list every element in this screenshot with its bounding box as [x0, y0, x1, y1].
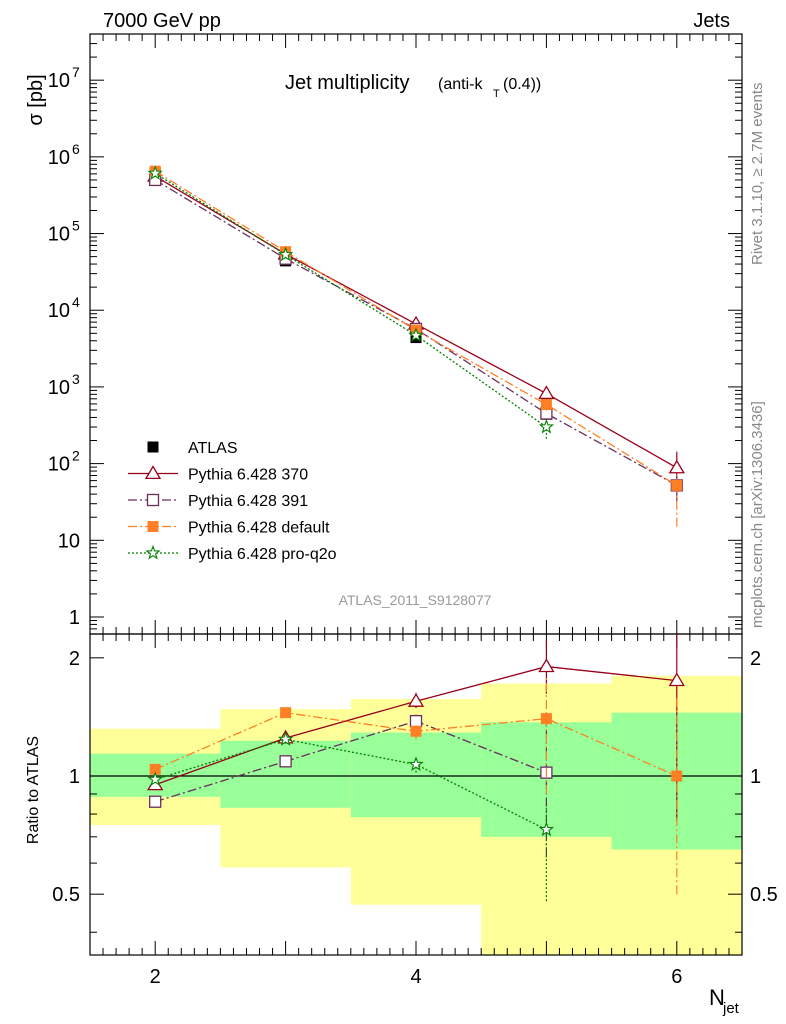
legend-item: ATLAS [147, 440, 238, 457]
series-3-line [155, 738, 547, 831]
series-1-line [155, 720, 547, 803]
series-1-point [668, 459, 685, 474]
y-axis-label: σ [pb] [25, 74, 47, 125]
series-3 [147, 731, 555, 902]
y-tick-label: 10 [48, 147, 70, 169]
series-4-point [538, 418, 555, 434]
series-0-point [407, 693, 425, 707]
series-4-point [408, 327, 424, 342]
y-tick-exponent: 4 [72, 294, 80, 310]
legend-label: ATLAS [188, 440, 238, 457]
uncertainty-band-inner [350, 732, 482, 818]
series-1-point [149, 795, 162, 808]
legend-item: Pythia 6.428 default [128, 520, 330, 537]
chart-title-sub-index: T [493, 88, 500, 100]
series-0-point [538, 658, 555, 673]
series-4-line [154, 172, 547, 428]
legend-marker [144, 465, 162, 480]
ratio-y-tick-label-left: 1 [69, 766, 80, 788]
ratio-y-tick-label-right: 0.5 [750, 884, 778, 906]
x-tick-label: 6 [671, 966, 682, 988]
y-tick-exponent: 6 [72, 141, 80, 157]
x-axis-label: N [709, 985, 725, 1010]
series-2-point [149, 763, 161, 775]
series-3-point [538, 821, 555, 837]
series-4 [147, 165, 555, 439]
series-1-point [279, 755, 292, 768]
legend: ATLAS Pythia 6.428 370 Pythia 6.428 391 Pyt… [128, 440, 337, 563]
series-3-point [671, 479, 683, 491]
ratio-y-tick-label-left: 2 [69, 648, 80, 670]
mcplots-label: mcplots.cern.ch [arXiv:1306.3436] [749, 401, 766, 628]
x-tick-label: 4 [410, 966, 421, 988]
x-axis-label-sub: jet [722, 1000, 740, 1017]
uncertainty-band-inner [220, 740, 351, 808]
ratio-y-tick-label-right: 2 [750, 648, 761, 670]
ratio-y-tick-label-right: 1 [750, 766, 761, 788]
chart-title: Jet multiplicity [285, 72, 409, 94]
series-3-line [154, 170, 678, 486]
legend-item: Pythia 6.428 370 [128, 465, 308, 484]
header-left-label: 7000 GeV pp [103, 10, 221, 32]
legend-label: Pythia 6.428 pro-q2o [188, 546, 337, 563]
y-tick-label: 10 [58, 530, 80, 552]
series-3-point [540, 398, 552, 410]
legend-label: Pythia 6.428 370 [188, 467, 308, 484]
series-2-point [410, 725, 422, 737]
series-3-point [277, 731, 294, 746]
series-4-point [147, 165, 163, 180]
legend-item: Pythia 6.428 pro-q2o [128, 544, 337, 563]
analysis-label: ATLAS_2011_S9128077 [339, 592, 492, 608]
legend-marker [145, 544, 161, 560]
y-tick-exponent: 3 [72, 371, 80, 387]
y-tick-label: 10 [48, 300, 70, 322]
y-tick-exponent: 7 [72, 64, 80, 80]
series-2-point [540, 713, 552, 725]
y-tick-exponent: 2 [72, 448, 80, 464]
y-tick-label: 10 [48, 224, 70, 246]
legend-item: Pythia 6.428 391 [128, 493, 308, 510]
series-1-point [538, 385, 555, 400]
chart-title-sub-end: (0.4)) [503, 76, 541, 93]
y-tick-label: 1 [69, 607, 80, 629]
legend-marker [147, 521, 159, 532]
y-tick-label: 10 [48, 454, 70, 476]
series-0-point [668, 672, 685, 687]
y-tick-label: 10 [48, 377, 70, 399]
legend-marker [146, 493, 160, 507]
series-2-point [280, 707, 292, 719]
series-2 [149, 675, 683, 895]
ratio-y-axis-label: Ratio to ATLAS [25, 736, 42, 844]
series-4-point [277, 246, 294, 262]
legend-label: Pythia 6.428 391 [188, 493, 308, 510]
legend-marker [147, 441, 159, 453]
series-1-point [409, 714, 423, 728]
ratio-y-tick-label-left: 0.5 [52, 884, 80, 906]
y-tick-label: 10 [48, 70, 70, 92]
chart-title-sub: (anti-k [438, 76, 483, 93]
rivet-label: Rivet 3.1.10, ≥ 2.7M events [749, 83, 766, 266]
series-3-point [147, 771, 163, 786]
y-tick-exponent: 5 [72, 218, 80, 234]
series-2-line [154, 179, 678, 486]
legend-label: Pythia 6.428 default [188, 520, 330, 537]
x-tick-label: 2 [150, 966, 161, 988]
series-2-point [671, 770, 683, 782]
header-right-label: Jets [693, 10, 730, 32]
series-3-point [408, 756, 424, 772]
